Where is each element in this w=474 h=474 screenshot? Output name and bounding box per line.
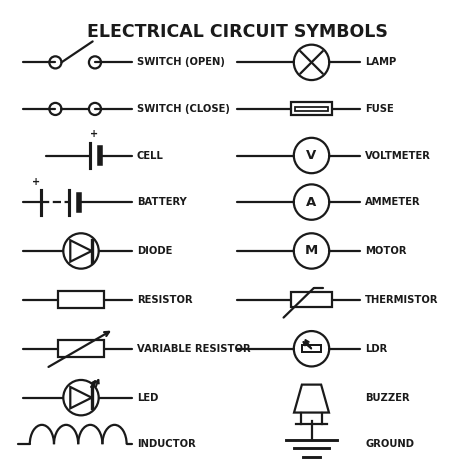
Bar: [295, 107, 328, 111]
Text: LAMP: LAMP: [365, 57, 396, 67]
Text: BUZZER: BUZZER: [365, 392, 410, 402]
Text: FUSE: FUSE: [365, 104, 394, 114]
Bar: [291, 292, 332, 307]
Bar: [58, 292, 104, 308]
Text: V: V: [306, 149, 317, 162]
Text: AMMETER: AMMETER: [365, 197, 421, 207]
Text: RESISTOR: RESISTOR: [137, 295, 192, 305]
Text: BATTERY: BATTERY: [137, 197, 187, 207]
Text: VARIABLE RESISTOR: VARIABLE RESISTOR: [137, 344, 250, 354]
Bar: [302, 345, 321, 352]
Bar: [58, 340, 104, 357]
Text: A: A: [306, 196, 317, 209]
Text: GROUND: GROUND: [365, 439, 414, 449]
Text: SWITCH (OPEN): SWITCH (OPEN): [137, 57, 225, 67]
Text: MOTOR: MOTOR: [365, 246, 407, 256]
Text: LED: LED: [137, 392, 158, 402]
Text: ELECTRICAL CIRCUIT SYMBOLS: ELECTRICAL CIRCUIT SYMBOLS: [87, 23, 387, 41]
Text: +: +: [32, 177, 40, 187]
Text: DIODE: DIODE: [137, 246, 172, 256]
Text: LDR: LDR: [365, 344, 387, 354]
Text: M: M: [305, 245, 318, 257]
Text: +: +: [90, 129, 98, 139]
Text: SWITCH (CLOSE): SWITCH (CLOSE): [137, 104, 230, 114]
Text: VOLTMETER: VOLTMETER: [365, 151, 431, 161]
Text: THERMISTOR: THERMISTOR: [365, 295, 438, 305]
Bar: [291, 102, 332, 116]
Text: INDUCTOR: INDUCTOR: [137, 439, 196, 449]
Text: CELL: CELL: [137, 151, 164, 161]
